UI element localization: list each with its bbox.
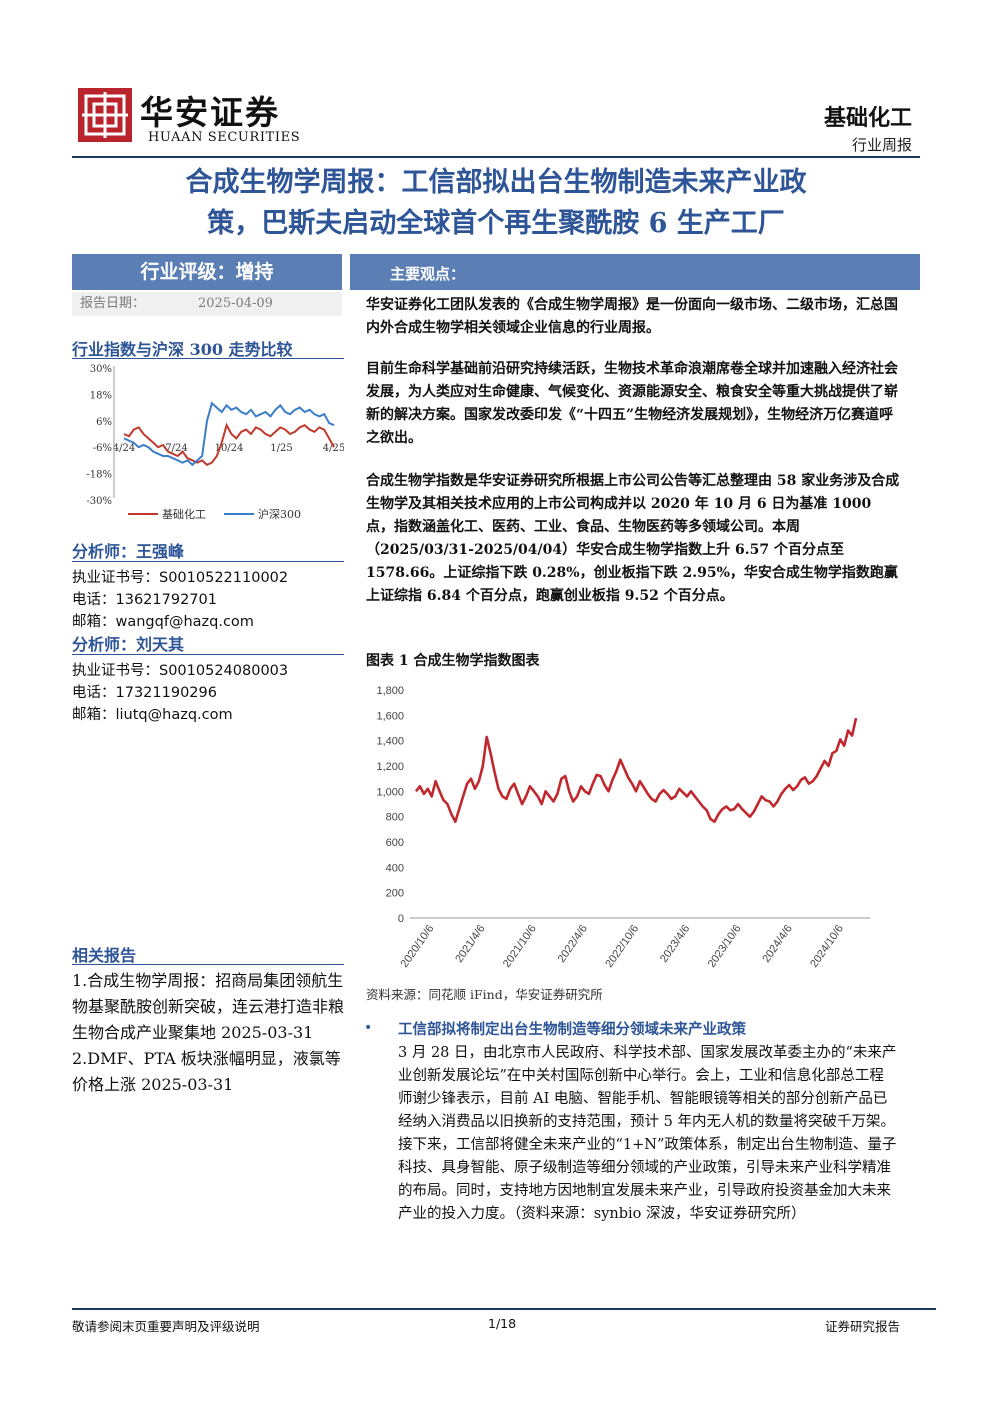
y-tick-label: 200	[386, 888, 404, 900]
news-body: 3 月 28 日，由北京市人民政府、科学技术部、国家发展改革委主办的“未来产业创…	[398, 1045, 897, 1222]
legend-basic-chem: 基础化工	[162, 507, 206, 521]
y-tick-label: 0	[398, 913, 404, 925]
analyst2-email: 邮箱：liutq@hazq.com	[72, 707, 233, 723]
mini-x-tick-label: 4/24	[113, 443, 135, 454]
x-tick-label: 2022/4/6	[556, 923, 590, 965]
company-name-cn: 华安证券	[140, 93, 280, 132]
chart-source-note: 资料来源：同花顺 iFind，华安证券研究所	[366, 987, 603, 1002]
mini-y-tick-label: -30%	[86, 496, 112, 507]
mini-x-tick-label: 7/24	[165, 443, 187, 454]
synbio-chart-x-ticks: 2020/10/6 2021/4/6 2021/10/6 2022/4/6 2022/1…	[399, 923, 846, 970]
related-reports-rule	[72, 964, 344, 965]
mini-series-hs300	[123, 401, 335, 467]
key-points-bar: 主要观点：	[350, 254, 920, 290]
company-name-en: HUAAN SECURITIES	[148, 130, 301, 145]
analyst2-phone: 电话：17321190296	[72, 685, 217, 701]
mini-series-basic-chem	[123, 422, 335, 466]
synbio-index-series	[414, 717, 858, 823]
footer-page-number: 1/18	[488, 1316, 517, 1331]
bullet-icon: •	[364, 1020, 373, 1036]
legend-hs300: 沪深300	[258, 507, 301, 521]
mini-chart-y-ticks: 30% 18% 6% -6% -18% -30%	[86, 364, 112, 507]
y-tick-label: 600	[386, 837, 404, 849]
news-headline: 工信部拟将制定出台生物制造等细分领域未来产业政策	[398, 1021, 746, 1038]
mini-x-tick-label: 4/25	[323, 443, 344, 454]
mini-y-tick-label: -18%	[86, 470, 112, 481]
analyst2-cert: 执业证书号：S0010524080003	[72, 663, 289, 679]
report-date-bar: 报告日期： 2025-04-09	[72, 292, 342, 316]
report-date-label: 报告日期：	[80, 296, 146, 311]
related-report-item[interactable]: 1.合成生物学周报：招商局集团领航生物基聚酰胺创新突破，连云港打造非粮生物合成产…	[72, 971, 345, 1042]
mini-x-tick-label: 1/25	[270, 443, 292, 454]
paragraph-intro: 华安证券化工团队发表的《合成生物学周报》是一份面向一级市场、二级市场，汇总国内外…	[366, 297, 898, 336]
related-reports-heading: 相关报告	[72, 946, 137, 965]
related-report-item[interactable]: 2.DMF、PTA 板块涨幅明显，液氯等价格上涨 2025-03-31	[72, 1049, 341, 1094]
header-divider	[72, 156, 920, 158]
analyst1-heading: 分析师：王强峰	[72, 542, 185, 561]
analyst2-rule	[72, 654, 344, 655]
analyst1-rule	[72, 561, 344, 562]
x-tick-label: 2021/4/6	[453, 923, 487, 965]
x-tick-label: 2024/4/6	[760, 923, 794, 965]
footer-disclaimer: 敬请参阅末页重要声明及评级说明	[72, 1319, 260, 1334]
y-tick-label: 1,200	[376, 761, 404, 773]
related-reports-list: 1.合成生物学周报：招商局集团领航生物基聚酰胺创新突破，连云港打造非粮生物合成产…	[72, 968, 344, 1098]
report-title-line2: 策，巴斯夫启动全球首个再生聚酰胺 6 生产工厂	[207, 208, 785, 239]
y-tick-label: 1,000	[376, 786, 404, 798]
synbio-chart-y-ticks: 1,800 1,600 1,400 1,200 1,000 800 600 400 200 0	[376, 685, 404, 925]
paragraph-background: 目前生命科学基础前沿研究持续活跃，生物技术革命浪潮席卷全球并加速融入经济社会发展…	[366, 361, 898, 446]
mini-y-tick-label: 18%	[90, 390, 112, 401]
sector-title: 基础化工	[823, 105, 912, 131]
mini-chart-x-ticks: 4/24 7/24 10/24 1/25 4/25	[113, 443, 344, 454]
report-type: 行业周报	[851, 136, 912, 154]
report-title: 合成生物学周报：工信部拟出台生物制造未来产业政 策，巴斯夫启动全球首个再生聚酰胺…	[72, 162, 920, 244]
analyst1-email: 邮箱：wangqf@hazq.com	[72, 614, 254, 630]
y-tick-label: 400	[386, 862, 404, 874]
x-tick-label: 2020/10/6	[399, 923, 437, 970]
y-tick-label: 1,600	[376, 710, 404, 722]
y-tick-label: 800	[386, 812, 404, 824]
report-title-line1: 合成生物学周报：工信部拟出台生物制造未来产业政	[185, 167, 807, 198]
y-tick-label: 1,400	[376, 736, 404, 748]
mini-y-tick-label: -6%	[93, 443, 112, 454]
x-tick-label: 2023/10/6	[706, 923, 744, 970]
y-tick-label: 1,800	[376, 685, 404, 697]
x-tick-label: 2021/10/6	[501, 923, 539, 970]
x-tick-label: 2024/10/6	[808, 923, 846, 970]
x-tick-label: 2022/10/6	[603, 923, 641, 970]
x-tick-label: 2023/4/6	[658, 923, 692, 965]
synbio-index-chart: 1,800 1,600 1,400 1,200 1,000 800 600 400 200 0 2…	[376, 685, 870, 970]
index-compare-heading: 行业指数与沪深 300 走势比较	[72, 340, 293, 359]
mini-x-tick-label: 10/24	[215, 443, 244, 454]
index-compare-rule	[72, 358, 344, 359]
key-points-label: 主要观点：	[390, 265, 466, 283]
company-logo-mark	[78, 88, 132, 142]
analyst2-heading: 分析师：刘天其	[72, 635, 185, 654]
mini-chart-legend: 基础化工 沪深300	[128, 507, 301, 521]
footer-divider	[72, 1308, 936, 1310]
paragraph-index-summary: 合成生物学指数是华安证券研究所根据上市公司公告等汇总整理由 58 家业务涉及合成…	[366, 473, 900, 604]
footer-report-label: 证券研究报告	[824, 1319, 900, 1334]
mini-y-tick-label: 30%	[90, 364, 112, 375]
analyst1-phone: 电话：13621792701	[72, 592, 217, 608]
analyst1-cert: 执业证书号：S0010522110002	[72, 570, 289, 586]
industry-rating: 行业评级：增持	[72, 254, 342, 290]
mini-y-tick-label: 6%	[96, 417, 112, 428]
report-date-value: 2025-04-09	[198, 296, 273, 311]
figure-caption: 图表 1 合成生物学指数图表	[366, 653, 540, 669]
index-compare-chart: 30%18%6%-6%-18%-30% 4/24 7/24 10/24 1/25 4/2…	[86, 364, 344, 521]
